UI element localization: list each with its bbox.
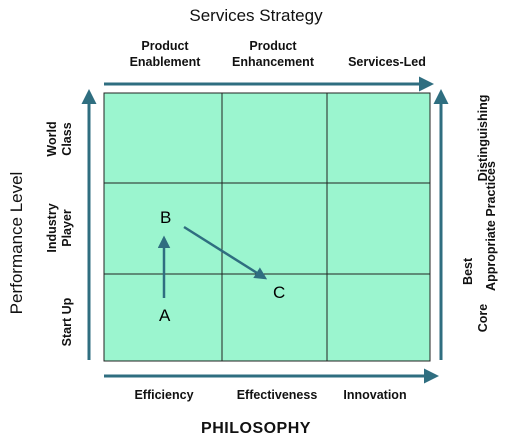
chart-title-bottom: PHILOSOPHY [201,420,311,437]
top-label-product-enablement: Product Enablement [100,38,230,70]
point-c-label: C [273,283,285,302]
top-label-product-enhancement: Product Enhancement [208,38,338,70]
top-label-line2: Enhancement [232,55,314,69]
bottom-label-innovation: Innovation [343,388,407,402]
grid-background [103,92,431,362]
top-label-line1: Product [141,39,189,53]
top-label-line2: Services-Led [348,55,426,69]
top-label-line2: Enablement [129,55,201,69]
chart-title-top: Services Strategy [189,6,323,25]
top-label-services-led: Services-Led [322,38,452,70]
point-b-label: B [160,208,171,227]
bottom-label-efficiency: Efficiency [134,388,194,402]
arrow-b-to-c [183,225,268,280]
top-label-line1: Product [249,39,297,53]
point-a-label: A [159,306,171,325]
matrix-grid [103,92,431,362]
bottom-label-effectiveness: Effectiveness [236,388,318,402]
